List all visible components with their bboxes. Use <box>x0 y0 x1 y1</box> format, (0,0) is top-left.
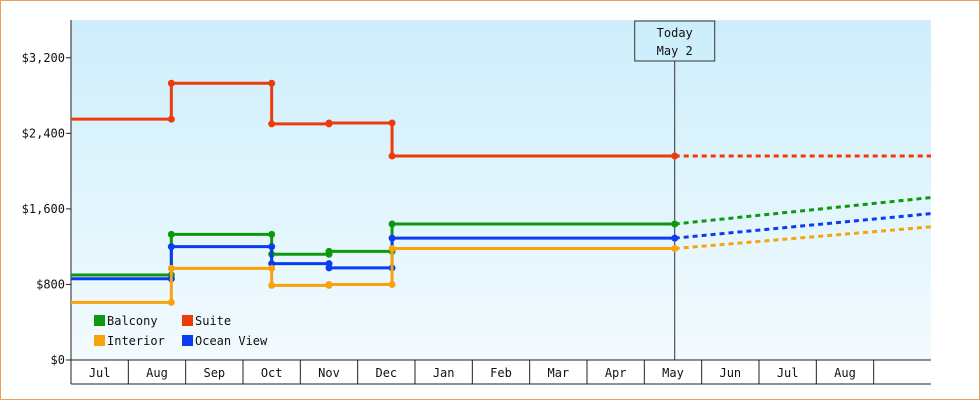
y-axis: $0 $800 $1,600 $2,400 $3,200 <box>22 20 72 384</box>
data-point <box>167 264 175 272</box>
data-point <box>388 280 396 288</box>
today-label: Today <box>657 26 693 40</box>
today-marker: Today May 2 <box>634 20 716 360</box>
data-point <box>167 79 175 87</box>
data-point <box>167 243 175 251</box>
today-label-box <box>634 20 716 62</box>
x-tick-label: May <box>662 366 684 380</box>
series-projection-interior <box>674 225 932 251</box>
legend: Balcony Suite Interior Ocean View <box>94 314 268 348</box>
data-point <box>671 152 679 160</box>
data-point <box>325 247 333 255</box>
data-point <box>388 245 396 253</box>
y-tick-label: $0 <box>51 353 65 367</box>
legend-swatch-ocean-view <box>182 335 193 346</box>
data-point <box>325 280 333 288</box>
data-point <box>325 119 333 127</box>
plot-background <box>71 20 931 360</box>
data-point <box>268 281 276 289</box>
series-line-suite <box>71 81 675 158</box>
data-point <box>388 220 396 228</box>
x-tick-label: Feb <box>490 366 512 380</box>
data-point <box>268 120 276 128</box>
data-point <box>671 220 679 228</box>
y-tick-label: $2,400 <box>22 126 65 140</box>
data-point <box>167 115 175 123</box>
x-tick-label: Sep <box>203 366 225 380</box>
x-axis: Jul Aug Sep Oct Nov Dec Jan Feb Mar Apr May Jun Jul A… <box>70 359 931 385</box>
data-point <box>388 234 396 242</box>
legend-swatch-interior <box>94 335 105 346</box>
legend-label-ocean-view: Ocean View <box>195 334 268 348</box>
x-tick-label: Jan <box>433 366 455 380</box>
series-projection-balcony <box>674 196 932 226</box>
legend-swatch-suite <box>182 315 193 326</box>
legend-swatch-balcony <box>94 315 105 326</box>
x-tick-label: Jul <box>777 366 799 380</box>
data-point <box>268 230 276 238</box>
x-tick-label: Aug <box>146 366 168 380</box>
series-suite <box>71 79 931 160</box>
x-tick-label: Jun <box>719 366 741 380</box>
y-tick-label: $3,200 <box>22 51 65 65</box>
x-tick-label: Oct <box>261 366 283 380</box>
x-tick-label: Nov <box>318 366 340 380</box>
x-tick-label: Aug <box>834 366 856 380</box>
y-tick-label: $800 <box>36 277 65 291</box>
series-line-interior <box>71 247 675 304</box>
series-projection-ocean-view <box>674 212 932 240</box>
legend-label-balcony: Balcony <box>107 314 158 328</box>
data-point <box>167 298 175 306</box>
data-point <box>268 79 276 87</box>
data-point <box>268 243 276 251</box>
data-point <box>671 234 679 242</box>
x-tick-label: Jul <box>89 366 111 380</box>
x-tick-label: Mar <box>547 366 569 380</box>
data-point <box>167 230 175 238</box>
data-point <box>388 119 396 127</box>
x-tick-label: Dec <box>375 366 397 380</box>
data-point <box>268 264 276 272</box>
x-tick-label: Apr <box>605 366 627 380</box>
y-tick-label: $1,600 <box>22 202 65 216</box>
series-lines <box>71 79 932 306</box>
data-point <box>325 264 333 272</box>
today-date: May 2 <box>657 44 693 58</box>
legend-label-interior: Interior <box>107 334 165 348</box>
series-interior <box>71 225 932 306</box>
data-point <box>388 152 396 160</box>
legend-label-suite: Suite <box>195 314 231 328</box>
data-point <box>671 245 679 253</box>
